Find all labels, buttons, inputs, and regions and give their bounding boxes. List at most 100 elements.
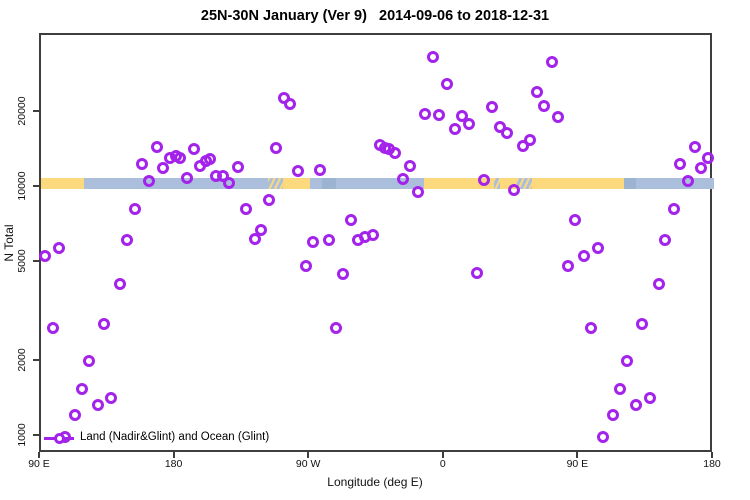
data-point	[674, 158, 687, 171]
band-segment-mixed	[268, 177, 284, 189]
y-tick-mark	[33, 259, 39, 262]
data-point	[546, 55, 559, 68]
x-tick-label: 180	[164, 458, 183, 470]
data-point	[91, 399, 104, 412]
x-tick-label: 90 E	[28, 458, 50, 470]
data-point	[643, 392, 656, 405]
data-point	[681, 174, 694, 187]
data-point	[477, 173, 490, 186]
y-tick-mark	[33, 184, 39, 187]
data-point	[702, 151, 715, 164]
data-point	[552, 110, 564, 123]
legend-label: Land (Nadir&Glint) and Ocean (Glint)	[80, 431, 270, 443]
data-point	[689, 140, 702, 153]
data-point	[667, 202, 680, 215]
data-point	[203, 152, 216, 165]
data-point	[412, 185, 425, 198]
data-point	[463, 118, 476, 130]
band-segment-mixed	[516, 177, 532, 189]
data-point	[173, 152, 186, 165]
y-tick-mark	[33, 434, 39, 436]
data-point	[537, 99, 550, 112]
data-point	[82, 354, 95, 367]
data-point	[577, 249, 590, 262]
x-tick-mark	[172, 452, 175, 458]
data-point	[523, 134, 536, 147]
data-point	[255, 224, 268, 237]
data-point	[695, 161, 708, 174]
data-point	[181, 171, 194, 184]
data-point	[652, 278, 665, 291]
data-point	[156, 161, 169, 174]
data-point	[114, 278, 127, 291]
x-tick-label: 90 W	[295, 458, 321, 470]
data-point	[231, 160, 244, 173]
data-point	[486, 100, 499, 113]
data-point	[614, 382, 627, 395]
data-point	[630, 399, 643, 412]
data-point	[188, 143, 201, 156]
band-segment-ocean	[636, 177, 714, 189]
data-point	[530, 86, 543, 99]
data-point	[248, 232, 261, 245]
band-segment-land	[423, 177, 495, 189]
y-tick-mark	[33, 359, 39, 361]
data-point	[300, 260, 313, 273]
data-point	[568, 213, 581, 226]
data-point	[448, 123, 461, 136]
data-point	[561, 260, 574, 273]
band-segment-ocean	[84, 177, 269, 189]
x-tick-mark	[307, 452, 310, 458]
x-tick-mark	[576, 452, 579, 458]
y-tick-label: 2000	[16, 348, 28, 372]
data-point	[591, 241, 604, 254]
data-point	[433, 108, 446, 121]
legend-point-marker-icon	[54, 433, 65, 444]
data-point	[222, 177, 235, 190]
data-point	[53, 241, 66, 254]
data-point	[336, 268, 349, 281]
data-point	[97, 317, 110, 330]
data-point	[120, 233, 133, 246]
chart-title: 25N-30N January (Ver 9) 2014-09-06 to 20…	[200, 8, 550, 24]
x-axis-label: Longitude (deg E)	[327, 475, 423, 489]
band-segment-ocean_dark	[322, 177, 336, 189]
data-point	[397, 173, 410, 186]
data-point	[366, 228, 379, 241]
band-segment-ocean_dark	[624, 177, 637, 189]
y-tick-label: 1000	[16, 423, 28, 447]
data-point	[307, 235, 320, 248]
data-point	[441, 78, 454, 91]
data-point	[470, 266, 483, 279]
data-point	[585, 322, 598, 335]
x-tick-mark	[38, 452, 40, 458]
data-point	[403, 159, 416, 172]
y-tick-label: 5000	[16, 249, 28, 273]
data-point	[143, 174, 156, 187]
band-segment-ocean	[335, 177, 424, 189]
data-point	[263, 194, 276, 207]
y-tick-label: 20000	[16, 96, 28, 126]
data-point	[322, 233, 335, 246]
data-point	[269, 141, 282, 154]
data-point	[330, 322, 343, 335]
data-point	[345, 214, 358, 227]
band-segment-land	[41, 177, 85, 189]
data-point	[314, 163, 327, 176]
x-tick-label: 90 E	[566, 458, 589, 470]
x-tick-label: 0	[439, 458, 446, 470]
data-point	[456, 109, 469, 122]
data-point	[597, 431, 610, 443]
data-point	[494, 120, 507, 133]
plot-area: Land (Nadir&Glint) and Ocean (Glint)	[39, 33, 715, 452]
x-tick-label: 180	[703, 458, 721, 470]
data-point	[240, 202, 253, 215]
x-tick-mark	[711, 452, 713, 458]
data-point	[75, 382, 88, 395]
data-point	[501, 127, 513, 140]
y-tick-label: 10000	[16, 171, 28, 201]
data-point	[151, 140, 164, 153]
data-point	[508, 183, 521, 196]
band-segment-ocean	[310, 177, 323, 189]
data-point	[291, 165, 304, 177]
